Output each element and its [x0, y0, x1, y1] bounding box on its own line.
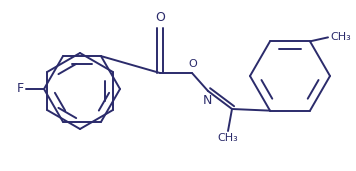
Text: CH₃: CH₃	[218, 133, 239, 143]
Text: N: N	[202, 94, 212, 107]
Text: F: F	[17, 82, 24, 95]
Text: O: O	[189, 59, 197, 69]
Text: O: O	[155, 11, 165, 24]
Text: CH₃: CH₃	[330, 32, 351, 42]
